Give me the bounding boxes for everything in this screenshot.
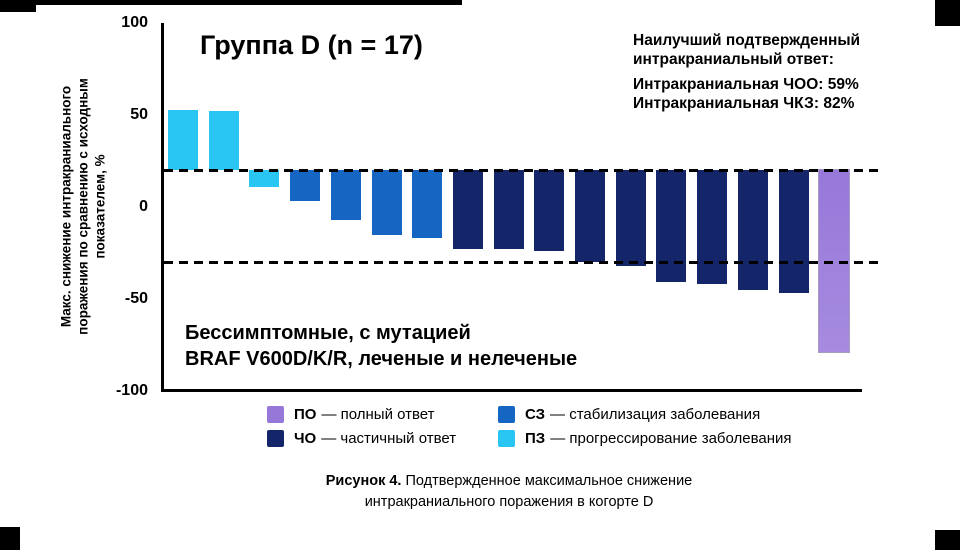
legend-abbr: СЗ bbox=[525, 406, 546, 423]
y-tick-label: -100 bbox=[115, 382, 148, 399]
bar-8-ЧО bbox=[453, 170, 483, 250]
bar-10-ЧО bbox=[534, 170, 564, 252]
legend: ПО — полный ответ СЗ — стабилизация забо… bbox=[267, 406, 792, 447]
legend-text: — полный ответ bbox=[321, 406, 435, 423]
bar-11-ЧО bbox=[575, 170, 605, 263]
annotation-orr-line: Интракраниальная ЧОО: 59% bbox=[633, 76, 859, 93]
y-tick-label: 0 bbox=[139, 198, 148, 215]
bar-2-ПЗ bbox=[209, 111, 239, 171]
x-axis-line bbox=[161, 389, 862, 392]
bar-1-ПЗ bbox=[168, 109, 198, 171]
legend-item-sz: СЗ — стабилизация заболевания bbox=[498, 406, 792, 423]
figure-caption-line1: Подтвержденное максимальное снижение bbox=[401, 473, 693, 489]
legend-abbr: ЧО bbox=[294, 430, 317, 447]
cohort-description-line2: BRAF V600D/K/R, леченые и нелеченые bbox=[185, 348, 578, 370]
reference-dashed-line--30 bbox=[164, 260, 878, 264]
letterbox-bottom-left bbox=[0, 527, 20, 550]
bar-7-СЗ bbox=[412, 170, 442, 239]
legend-text: — прогрессирование заболевания bbox=[550, 430, 792, 447]
legend-swatch bbox=[267, 406, 284, 423]
bar-4-СЗ bbox=[290, 170, 320, 202]
bar-3-ПЗ bbox=[249, 170, 279, 187]
legend-item-pz: ПЗ — прогрессирование заболевания bbox=[498, 430, 792, 447]
figure-caption-line2: интракраниального поражения в когорте D bbox=[364, 494, 654, 510]
bar-16-ЧО bbox=[779, 170, 809, 294]
legend-swatch bbox=[498, 406, 515, 423]
letterbox-top-right bbox=[935, 0, 960, 26]
annotation-header-line1: Наилучший подтвержденный bbox=[633, 32, 861, 49]
legend-abbr: ПЗ bbox=[525, 430, 546, 447]
cohort-description-label: Бессимптомные, с мутацией BRAF V600D/K/R… bbox=[185, 320, 577, 372]
bar-12-ЧО bbox=[616, 170, 646, 266]
y-tick-label: 50 bbox=[130, 106, 148, 123]
legend-text: — стабилизация заболевания bbox=[550, 406, 761, 423]
best-response-annotation: Наилучший подтвержденный интракраниальны… bbox=[633, 31, 860, 113]
legend-abbr: ПО bbox=[294, 406, 317, 423]
bar-6-СЗ bbox=[372, 170, 402, 235]
letterbox-bottom-right bbox=[935, 530, 960, 550]
reference-dashed-line-20 bbox=[164, 168, 878, 172]
bar-13-ЧО bbox=[656, 170, 686, 283]
bar-14-ЧО bbox=[697, 170, 727, 285]
y-tick-label: 100 bbox=[121, 14, 148, 31]
legend-swatch bbox=[498, 430, 515, 447]
legend-item-cho: ЧО — частичный ответ bbox=[267, 430, 498, 447]
y-axis-label: Макс. снижение интракраниального поражен… bbox=[58, 7, 109, 407]
cohort-description-line1: Бессимптомные, с мутацией bbox=[185, 322, 471, 344]
chart-title: Группа D (n = 17) bbox=[200, 30, 423, 60]
figure-caption: Рисунок 4. Подтвержденное максимальное с… bbox=[164, 471, 854, 513]
y-axis-label-line3: показателем, % bbox=[92, 154, 108, 259]
letterbox-top-strip bbox=[0, 0, 462, 5]
legend-text: — частичный ответ bbox=[321, 430, 457, 447]
letterbox-top-left bbox=[0, 0, 36, 12]
legend-swatch bbox=[267, 430, 284, 447]
legend-item-po: ПО — полный ответ bbox=[267, 406, 498, 423]
annotation-header-line2: интракраниальный ответ: bbox=[633, 51, 834, 68]
y-axis-line bbox=[161, 23, 164, 391]
y-axis-label-line2: поражения по сравнению с исходным bbox=[75, 78, 91, 335]
bar-9-ЧО bbox=[494, 170, 524, 250]
bar-15-ЧО bbox=[738, 170, 768, 290]
bar-5-СЗ bbox=[331, 170, 361, 220]
annotation-dcr-line: Интракраниальная ЧКЗ: 82% bbox=[633, 95, 855, 112]
y-tick-label: -50 bbox=[124, 290, 148, 307]
figure-caption-label: Рисунок 4. bbox=[325, 473, 402, 489]
y-axis-label-line1: Макс. снижение интракраниального bbox=[58, 85, 74, 328]
